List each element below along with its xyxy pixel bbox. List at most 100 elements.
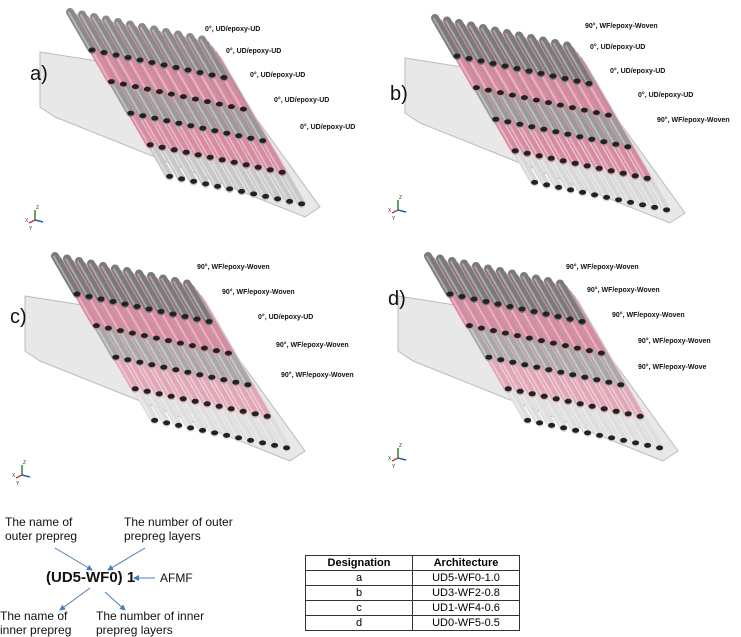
- tube-end: [560, 425, 567, 430]
- tube-end: [504, 119, 511, 124]
- table-row: cUD1-WF4-0.6: [306, 601, 520, 616]
- inner-name-note: The name of inner prepreg: [0, 609, 90, 637]
- tube-end: [149, 60, 156, 65]
- tube-end: [601, 406, 608, 411]
- tube-end: [552, 129, 559, 134]
- tube-end: [576, 134, 583, 139]
- tube-end: [637, 414, 644, 419]
- tube-end: [177, 341, 184, 346]
- tube-end: [252, 411, 259, 416]
- tube-end: [216, 404, 223, 409]
- tube-end: [187, 123, 194, 128]
- tube-end: [184, 370, 191, 375]
- tube-end: [113, 53, 120, 58]
- tube-end: [171, 147, 178, 152]
- tube-end: [220, 377, 227, 382]
- tube-end: [163, 420, 170, 425]
- tube-end: [101, 50, 108, 55]
- tube-end: [524, 418, 531, 423]
- tube-end: [192, 399, 199, 404]
- tube-end: [151, 116, 158, 121]
- tube-end: [471, 297, 478, 302]
- tube-end: [447, 292, 454, 297]
- tube-end: [473, 85, 480, 90]
- laminate-render: [25, 256, 305, 461]
- tube-end: [536, 153, 543, 158]
- layer-label: 90°, WF/epoxy-Woven: [657, 117, 730, 124]
- axis-x-label: X: [388, 208, 392, 214]
- tube-end: [485, 88, 492, 93]
- axis-x: [16, 475, 22, 478]
- tube-end: [459, 294, 466, 299]
- tube-end: [497, 357, 504, 362]
- tube-end: [454, 54, 461, 59]
- panel-letter: b): [390, 83, 408, 106]
- tube-end: [625, 411, 632, 416]
- cell: UD5-WF0-1.0: [413, 571, 520, 586]
- tube-end: [620, 171, 627, 176]
- tube-end: [206, 319, 213, 324]
- tube-end: [274, 196, 281, 201]
- tube-end: [466, 323, 473, 328]
- tube-end: [213, 348, 220, 353]
- tube-end: [584, 163, 591, 168]
- tube-end: [531, 309, 538, 314]
- tube-end: [502, 64, 509, 69]
- axis-z-label: Z: [36, 205, 39, 211]
- laminate-render: [40, 12, 320, 217]
- tube-end: [569, 372, 576, 377]
- tube-end: [507, 304, 514, 309]
- tube-end: [569, 105, 576, 110]
- cell: a: [306, 571, 413, 586]
- tube-end: [564, 132, 571, 137]
- tube-end: [98, 297, 105, 302]
- tube-end: [225, 351, 232, 356]
- tube-end: [160, 365, 167, 370]
- tube-end: [528, 124, 535, 129]
- tube-end: [586, 81, 593, 86]
- tube-end: [183, 150, 190, 155]
- tube-end: [533, 98, 540, 103]
- tube-end: [170, 312, 177, 317]
- tube-end: [545, 100, 552, 105]
- tube-end: [591, 192, 598, 197]
- tube-end: [219, 157, 226, 162]
- tube-end: [517, 389, 524, 394]
- axis-triad: ZXY: [388, 195, 406, 222]
- tube-end: [207, 155, 214, 160]
- tube-end: [581, 375, 588, 380]
- table-header: Designation Architecture: [306, 556, 520, 571]
- tube-end: [531, 180, 538, 185]
- tube-end: [550, 341, 557, 346]
- tube-end: [596, 166, 603, 171]
- tube-end: [553, 396, 560, 401]
- tube-end: [533, 365, 540, 370]
- tube-end: [478, 59, 485, 64]
- tube-end: [490, 328, 497, 333]
- tube-end: [204, 401, 211, 406]
- tube-end: [615, 197, 622, 202]
- tube-end: [112, 355, 119, 360]
- tube-end: [526, 336, 533, 341]
- tube-end: [89, 48, 96, 53]
- tube-end: [214, 184, 221, 189]
- cell: c: [306, 601, 413, 616]
- header-cell: Architecture: [413, 556, 520, 571]
- tube-end: [514, 333, 521, 338]
- tube-end: [579, 190, 586, 195]
- tube-end: [165, 338, 172, 343]
- tube-end: [581, 108, 588, 113]
- layer-label: 0°, UD/epoxy-UD: [590, 44, 645, 51]
- tube-end: [543, 182, 550, 187]
- tube-end: [199, 428, 206, 433]
- tube-end: [588, 137, 595, 142]
- tube-end: [137, 58, 144, 63]
- tube-end: [593, 110, 600, 115]
- axis-x: [392, 210, 398, 213]
- layer-label: 0°, UD/epoxy-UD: [226, 48, 281, 55]
- tube-end: [644, 443, 651, 448]
- cell: UD3-WF2-0.8: [413, 586, 520, 601]
- tube-end: [211, 430, 218, 435]
- axis-y-label: Y: [392, 464, 396, 470]
